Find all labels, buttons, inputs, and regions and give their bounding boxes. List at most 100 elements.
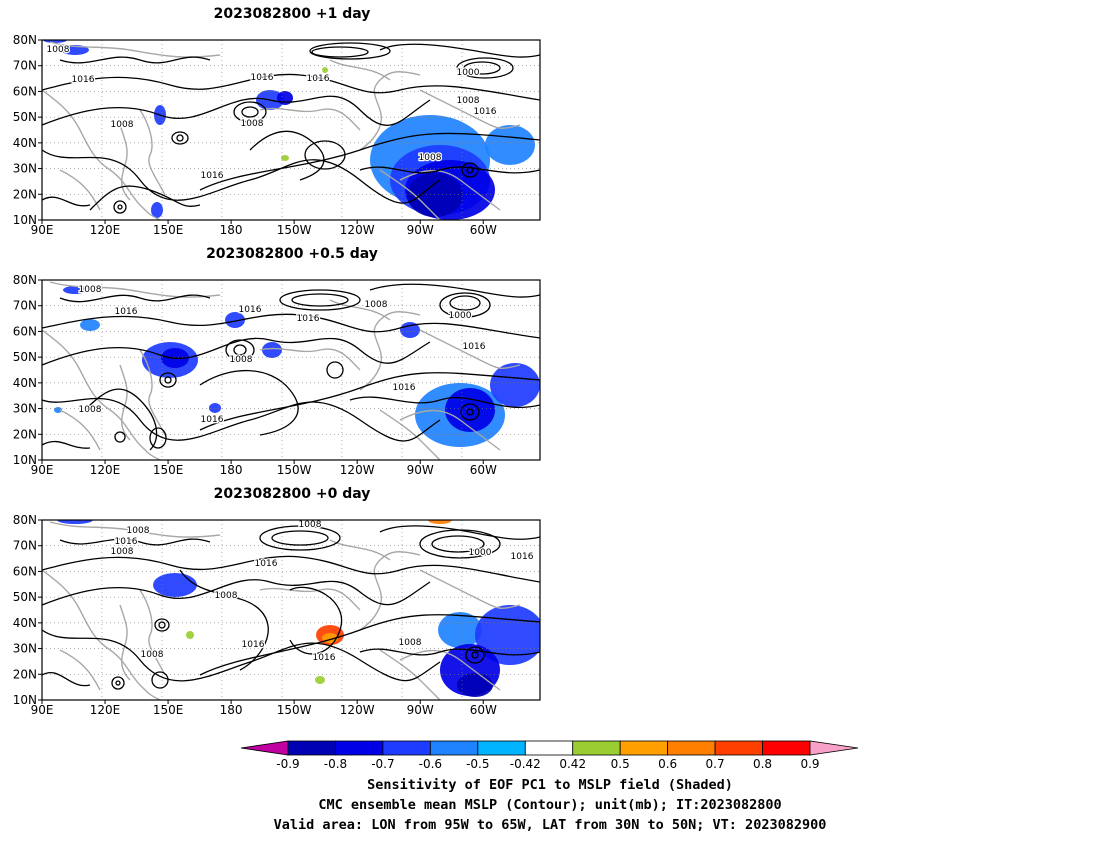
- coastline: [419, 329, 521, 369]
- contour-label: 1008: [79, 285, 102, 295]
- contour-label: 1000: [469, 548, 492, 558]
- lat-tick-label: 60N: [13, 564, 37, 578]
- coastline: [399, 409, 501, 451]
- lon-tick-label: 60W: [470, 463, 497, 477]
- contour-label: 1016: [255, 559, 278, 569]
- contour-label: 1008: [419, 153, 442, 163]
- sensitivity-shading: [209, 403, 221, 413]
- sensitivity-shading: [57, 520, 93, 524]
- lon-tick-label: 60W: [470, 223, 497, 237]
- lat-tick-label: 10N: [13, 453, 37, 467]
- lat-tick-label: 50N: [13, 350, 37, 364]
- contour-label: 1016: [307, 74, 330, 84]
- plot-frame: [41, 279, 541, 461]
- contour-label: 1008: [241, 119, 264, 129]
- contour-label: 1016: [201, 415, 224, 425]
- coastline: [379, 649, 441, 700]
- coastline: [259, 107, 361, 131]
- mslp-contour: [179, 569, 269, 671]
- mslp-contour: [154, 618, 170, 632]
- lon-tick-label: 90E: [31, 703, 54, 717]
- mslp-contour: [379, 43, 540, 58]
- mslp-contour: [199, 369, 299, 436]
- coastline: [119, 124, 131, 201]
- mslp-contour: [225, 339, 255, 361]
- coastline: [329, 539, 391, 561]
- coastline: [49, 521, 221, 538]
- colorbar-swatch: [382, 740, 431, 756]
- coastline: [59, 409, 101, 451]
- mslp-contour: [359, 166, 540, 174]
- lat-tick-label: 80N: [13, 33, 37, 47]
- colorbar-tick-label: 0.8: [753, 757, 772, 771]
- lat-tick-label: 70N: [13, 299, 37, 313]
- caption-line-3: Valid area: LON from 95W to 65W, LAT fro…: [273, 817, 827, 833]
- colorbar-tick-label: -0.5: [466, 757, 489, 771]
- mslp-contour: [164, 376, 172, 384]
- sensitivity-shading: [225, 312, 245, 328]
- map-plus-0-5-day: 1008 1016 1016 1016 1008 1008 1000 1016 1016 1008…: [13, 273, 541, 477]
- colorbar-tick-label: -0.6: [419, 757, 442, 771]
- lon-tick-label: 120W: [340, 463, 375, 477]
- panel-title: 2023082800 +1 day: [213, 6, 371, 22]
- colorbar-tick-label: -0.9: [276, 757, 299, 771]
- mslp-contour: [311, 46, 369, 58]
- colorbar-low-arrow: [240, 740, 289, 756]
- lat-tick-label: 10N: [13, 693, 37, 707]
- mslp-contour: [259, 525, 341, 551]
- lat-tick-label: 30N: [13, 162, 37, 176]
- colorbar-swatch: [477, 740, 526, 756]
- coastline: [329, 299, 391, 321]
- lon-tick-label: 180: [220, 463, 243, 477]
- mslp-contour: [42, 579, 431, 606]
- sensitivity-shading: [438, 612, 482, 648]
- caption-line-2: CMC ensemble mean MSLP (Contour); unit(m…: [318, 797, 782, 813]
- mslp-contour: [369, 283, 540, 298]
- mslp-contour: [111, 676, 125, 690]
- coastline: [139, 349, 166, 436]
- lat-tick-label: 80N: [13, 513, 37, 527]
- lat-tick-label: 50N: [13, 110, 37, 124]
- lon-tick-label: 90E: [31, 463, 54, 477]
- mslp-contour: [199, 132, 540, 191]
- lat-tick-label: 50N: [13, 590, 37, 604]
- sensitivity-shading: [80, 319, 100, 331]
- coastline: [359, 311, 421, 391]
- lat-tick-label: 10N: [13, 213, 37, 227]
- sensitivity-shading: [186, 631, 194, 639]
- mslp-contour: [42, 313, 540, 339]
- mslp-contour: [419, 529, 501, 559]
- mslp-contour: [42, 95, 431, 126]
- mslp-contour: [349, 396, 540, 409]
- contour-label: 1008: [299, 520, 322, 530]
- mslp-contour: [466, 408, 474, 416]
- colorbar-high-arrow: [809, 740, 859, 756]
- mslp-contour: [471, 651, 479, 659]
- lat-tick-label: 40N: [13, 376, 37, 390]
- lat-tick-label: 20N: [13, 187, 37, 201]
- mslp-contour: [42, 337, 431, 366]
- mslp-contour: [158, 621, 166, 629]
- mslp-contour: [42, 555, 540, 583]
- lat-tick-label: 30N: [13, 402, 37, 416]
- lat-tick-label: 60N: [13, 84, 37, 98]
- panel-title: 2023082800 +0 day: [213, 486, 371, 502]
- mslp-contour: [439, 292, 491, 318]
- colorbar-swatch: [762, 740, 811, 756]
- lon-tick-label: 120W: [340, 703, 375, 717]
- contour-label: 1008: [230, 355, 253, 365]
- contour-label: 1000: [457, 68, 480, 78]
- coastline: [419, 569, 521, 609]
- contour-label: 1016: [463, 342, 486, 352]
- panel-title: 2023082800 +0.5 day: [206, 246, 378, 262]
- lon-tick-label: 90W: [407, 463, 434, 477]
- sensitivity-shading: [43, 40, 67, 43]
- mslp-contour: [460, 403, 480, 421]
- lon-tick-label: 180: [220, 223, 243, 237]
- plot-frame: [41, 39, 541, 221]
- mslp-contour: [379, 525, 540, 540]
- mslp-contour: [289, 586, 343, 655]
- lon-tick-label: 90W: [407, 703, 434, 717]
